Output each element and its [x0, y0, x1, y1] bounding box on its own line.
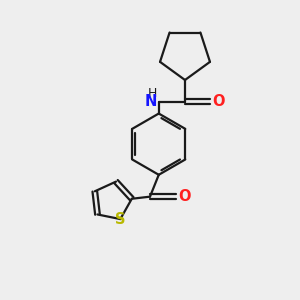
Text: O: O [212, 94, 225, 110]
Text: H: H [147, 87, 157, 101]
Text: O: O [178, 189, 191, 204]
Text: S: S [115, 212, 126, 226]
Text: N: N [144, 94, 157, 110]
